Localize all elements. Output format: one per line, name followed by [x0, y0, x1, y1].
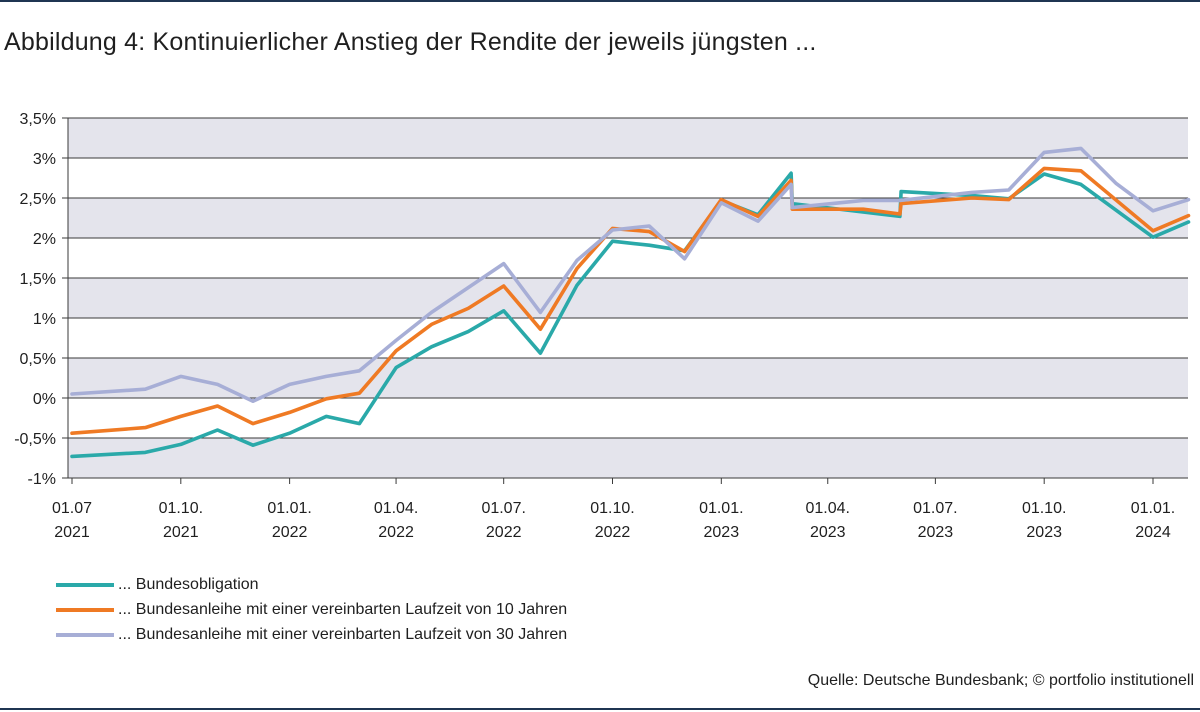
x-tick-label: 01.07.: [913, 500, 957, 517]
x-tick-year-label: 2022: [486, 524, 522, 541]
series-line-1: [70, 171, 1191, 459]
x-tick-year-label: 2023: [918, 524, 954, 541]
legend-item-bundesobligation: ... Bundesobligation: [56, 572, 567, 597]
plot-band: [68, 118, 1188, 158]
bottom-rule: [0, 708, 1200, 710]
x-tick-label: 01.01.: [1131, 500, 1175, 517]
plot-band: [68, 198, 1188, 238]
x-tick-year-label: 2022: [272, 524, 308, 541]
x-tick-label: 01.07: [52, 500, 92, 517]
x-tick-label: 01.04.: [374, 500, 418, 517]
axes: [67, 118, 1154, 484]
legend-label-bundesanleihe-10: ... Bundesanleihe mit einer vereinbarten…: [118, 600, 568, 618]
x-tick-year-label: 2023: [704, 524, 740, 541]
x-tick-label: 01.01.: [699, 500, 743, 517]
legend-swatch-bundesobligation: [56, 582, 114, 587]
x-tick-label: 01.01.: [267, 500, 311, 517]
x-tick-year-label: 2023: [1026, 524, 1062, 541]
series-line-2: [70, 166, 1191, 435]
x-tick-year-label: 2022: [595, 524, 631, 541]
plot-band: [68, 438, 1188, 478]
x-tick-year-label: 2024: [1135, 524, 1171, 541]
legend: ... Bundesobligation ... Bundesanleihe m…: [56, 572, 567, 647]
x-tick-year-label: 2021: [163, 524, 199, 541]
y-tick-label: 1,5%: [20, 271, 56, 288]
plot-band: [68, 278, 1188, 318]
gridlines: [62, 117, 1188, 479]
y-tick-label: 3%: [33, 151, 56, 168]
legend-item-bundesanleihe-10: ... Bundesanleihe mit einer vereinbarten…: [56, 597, 567, 622]
x-tick-label: 01.04.: [806, 500, 850, 517]
x-tick-year-label: 2023: [810, 524, 846, 541]
y-tick-label: 2%: [33, 231, 56, 248]
legend-swatch-bundesanleihe-30: [56, 632, 114, 637]
legend-label-bundesanleihe-30: ... Bundesanleihe mit einer vereinbarten…: [118, 625, 568, 643]
y-tick-label: 0%: [33, 391, 56, 408]
plot-bands: [68, 118, 1188, 478]
x-tick-year-label: 2021: [54, 524, 90, 541]
x-tick-year-label: 2022: [378, 524, 414, 541]
x-tick-label: 01.10.: [159, 500, 203, 517]
y-tick-label: -0,5%: [14, 431, 56, 448]
x-tick-label: 01.10.: [1022, 500, 1066, 517]
chart-title: Abbildung 4: Kontinuierlicher Anstieg de…: [4, 28, 817, 56]
x-tick-label: 01.07.: [481, 500, 525, 517]
x-tick-label: 01.10.: [590, 500, 634, 517]
top-rule: [0, 0, 1200, 2]
y-axis-labels: 3,5% 3% 2,5% 2% 1,5% 1% 0,5% 0% -0,5% -1%: [14, 111, 56, 488]
plot-band: [68, 358, 1188, 398]
x-axis-labels: 01.07 2021 01.10. 2021 01.01. 2022 01.04. 2022 0…: [52, 500, 1175, 541]
legend-swatch-bundesanleihe-10: [56, 607, 114, 612]
series-lines: [70, 146, 1191, 459]
y-tick-label: 3,5%: [20, 111, 56, 128]
source-note: Quelle: Deutsche Bundesbank; © portfolio…: [807, 672, 1194, 689]
y-tick-label: 2,5%: [20, 191, 56, 208]
y-tick-label: 0,5%: [20, 351, 56, 368]
y-tick-label: -1%: [28, 471, 56, 488]
y-tick-label: 1%: [33, 311, 56, 328]
legend-label-bundesobligation: ... Bundesobligation: [118, 575, 259, 593]
series-line-3: [70, 146, 1191, 403]
legend-item-bundesanleihe-30: ... Bundesanleihe mit einer vereinbarten…: [56, 622, 567, 647]
